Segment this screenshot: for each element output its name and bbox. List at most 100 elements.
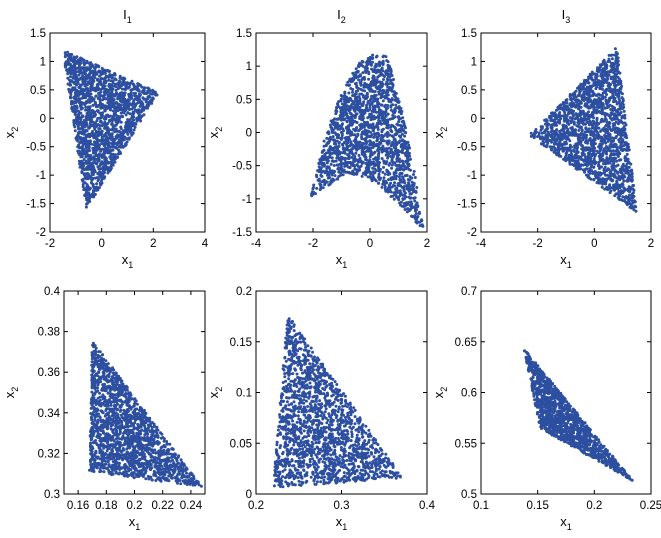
y-tick-label: -1.5 (26, 199, 46, 211)
data-point (66, 76, 70, 80)
data-point (94, 88, 98, 92)
data-point (343, 136, 347, 140)
data-point (347, 84, 351, 87)
data-point (96, 156, 100, 160)
data-point (86, 90, 90, 94)
data-point (99, 148, 103, 152)
data-point (370, 162, 374, 166)
data-point (389, 67, 393, 71)
data-point (341, 106, 345, 109)
data-point (80, 90, 84, 94)
data-point (359, 87, 363, 91)
data-point (77, 130, 81, 134)
data-point (360, 59, 364, 63)
data-point (363, 81, 367, 85)
data-point (334, 112, 338, 115)
data-point (617, 197, 621, 201)
data-point (393, 137, 397, 141)
data-point (353, 155, 357, 158)
data-point (76, 135, 80, 139)
data-point (332, 169, 336, 173)
data-point (323, 183, 327, 187)
data-point (369, 146, 373, 150)
data-point (374, 105, 377, 109)
data-point (83, 78, 87, 82)
data-point (350, 106, 354, 110)
data-point (84, 108, 87, 112)
data-point (400, 151, 404, 155)
data-point (364, 136, 368, 140)
data-point (114, 78, 118, 82)
data-point (122, 111, 126, 115)
data-point (608, 191, 612, 195)
data-point (96, 179, 100, 183)
data-point (66, 70, 70, 74)
y-tick-label: 1.5 (30, 28, 46, 40)
data-point (114, 85, 118, 89)
data-point (82, 188, 86, 192)
data-point (370, 89, 374, 93)
data-point (108, 150, 112, 154)
data-point (136, 83, 140, 86)
data-point (118, 150, 122, 154)
data-point (381, 99, 385, 103)
data-point (113, 72, 117, 76)
x-axis-label-subscript: 1 (342, 260, 347, 270)
data-point (113, 93, 117, 97)
data-point (377, 172, 381, 176)
data-point (106, 90, 110, 94)
data-point (81, 66, 85, 70)
data-point (73, 129, 77, 133)
data-point (96, 64, 100, 68)
data-point (373, 65, 377, 69)
data-point (383, 75, 386, 78)
data-point (137, 115, 141, 119)
data-point (351, 90, 354, 94)
data-point (392, 197, 396, 201)
data-point (95, 176, 99, 180)
data-point (89, 142, 93, 146)
data-point (359, 102, 363, 106)
data-point (369, 176, 373, 180)
data-point (388, 75, 392, 79)
data-point (90, 132, 94, 136)
data-point (399, 134, 403, 138)
data-point (84, 167, 88, 171)
data-point (97, 138, 101, 142)
data-point (312, 183, 316, 187)
data-point (588, 137, 592, 140)
data-point (115, 120, 119, 124)
data-point (399, 178, 402, 182)
data-point (413, 199, 417, 203)
data-point (126, 82, 130, 86)
data-point (355, 163, 359, 167)
x-axis-label-subscript: 1 (128, 260, 133, 270)
data-point (137, 92, 141, 96)
data-point (389, 151, 393, 155)
data-point (133, 108, 137, 112)
data-point (90, 180, 93, 184)
data-point (595, 116, 599, 120)
data-point (89, 78, 92, 82)
data-point (612, 173, 616, 177)
data-point (113, 82, 117, 86)
data-point (420, 223, 424, 227)
data-point (389, 79, 393, 83)
data-point (541, 139, 545, 143)
data-point (111, 156, 115, 160)
data-point (116, 87, 120, 91)
data-point (604, 160, 607, 164)
data-point (98, 74, 102, 78)
data-point (604, 151, 608, 155)
data-point (310, 194, 314, 198)
data-point (412, 182, 416, 185)
data-point (77, 143, 81, 147)
data-point (128, 112, 132, 116)
data-point (380, 150, 384, 154)
data-point (403, 181, 407, 185)
data-point (360, 174, 364, 178)
data-point (120, 87, 124, 91)
data-point (354, 81, 358, 85)
data-point (91, 81, 95, 85)
